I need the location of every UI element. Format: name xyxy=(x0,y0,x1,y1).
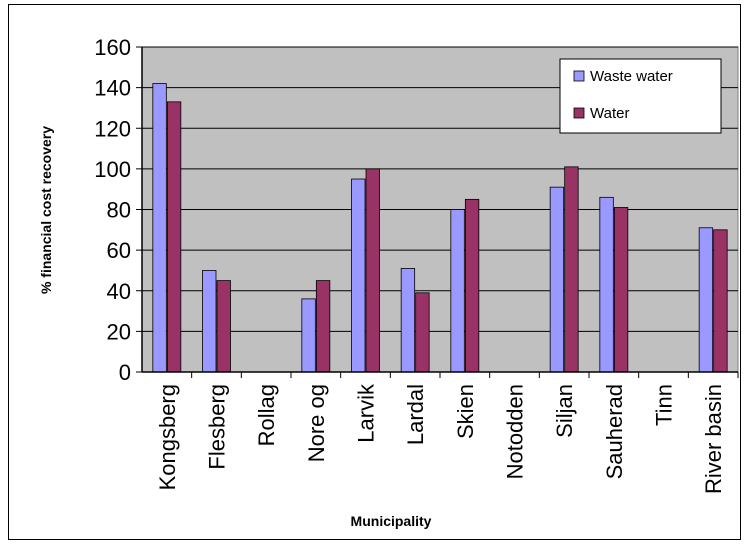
legend-swatch-water xyxy=(573,107,585,119)
bar-water-skien xyxy=(464,198,480,373)
x-tick-label-tinn: Tinn xyxy=(652,384,677,426)
bar-water-kongsberg xyxy=(166,101,182,373)
x-axis-title: Municipality xyxy=(351,513,432,529)
x-tick-label-notodden: Notodden xyxy=(503,384,528,479)
x-tick-label-kongsberg: Kongsberg xyxy=(155,384,180,490)
bar-waste-water-flesberg xyxy=(202,270,217,373)
legend-swatch-waste-water xyxy=(573,70,585,82)
legend-label-water: Water xyxy=(590,105,629,122)
bar-waste-water-lardal xyxy=(400,268,416,373)
x-tick-label-skien: Skien xyxy=(453,384,478,439)
y-tick-label: 140 xyxy=(94,76,131,101)
bar-water-flesberg xyxy=(216,280,231,373)
x-tick-label-flesberg: Flesberg xyxy=(205,384,230,470)
chart-frame: 0 20 40 60 80 100 120 140 160 Kongsberg Flesberg R… xyxy=(8,4,741,540)
y-tick-label: 0 xyxy=(119,360,131,385)
bar-waste-water-river-basin xyxy=(698,227,714,373)
bar-waste-water-sauherad xyxy=(599,196,614,373)
y-tick-label: 40 xyxy=(107,279,131,304)
y-axis-title: % financial cost recovery xyxy=(38,126,54,294)
bar-water-siljan xyxy=(564,166,579,373)
x-tick-label-nore-og: Nore og xyxy=(304,384,329,462)
bar-waste-water-larvik xyxy=(351,178,366,373)
x-tick-label-siljan: Siljan xyxy=(552,384,577,438)
bar-waste-water-nore-og xyxy=(301,298,316,373)
chart-svg: 0 20 40 60 80 100 120 140 160 Kongsberg Flesberg R… xyxy=(38,35,739,529)
y-ticks: 0 20 40 60 80 100 120 140 160 xyxy=(94,35,142,385)
legend: Waste water Water xyxy=(559,58,722,134)
y-tick-label: 160 xyxy=(94,35,131,60)
y-tick-label: 120 xyxy=(94,116,131,141)
y-tick-label: 100 xyxy=(94,157,131,182)
bar-water-larvik xyxy=(365,168,380,373)
bar-water-river-basin xyxy=(713,229,728,373)
bars xyxy=(152,83,728,373)
y-tick-label: 20 xyxy=(107,319,131,344)
bar-waste-water-siljan xyxy=(549,186,565,373)
x-tick-label-larvik: Larvik xyxy=(354,383,379,443)
bar-water-lardal xyxy=(415,292,430,373)
legend-box xyxy=(559,58,722,134)
x-tick-label-sauherad: Sauherad xyxy=(602,384,627,479)
x-ticks: Kongsberg Flesberg Rollag Nore og Larvik Lard… xyxy=(155,372,739,494)
legend-label-waste-water: Waste water xyxy=(590,68,673,85)
bar-waste-water-skien xyxy=(450,209,465,373)
x-tick-label-river-basin: River basin xyxy=(701,384,726,494)
x-tick-label-rollag: Rollag xyxy=(254,384,279,446)
x-tick-label-lardal: Lardal xyxy=(403,384,428,445)
bar-water-nore-og xyxy=(315,280,331,373)
y-tick-label: 60 xyxy=(107,238,131,263)
bar-waste-water-kongsberg xyxy=(152,83,167,373)
y-tick-label: 80 xyxy=(107,198,131,223)
bar-water-sauherad xyxy=(613,207,629,373)
